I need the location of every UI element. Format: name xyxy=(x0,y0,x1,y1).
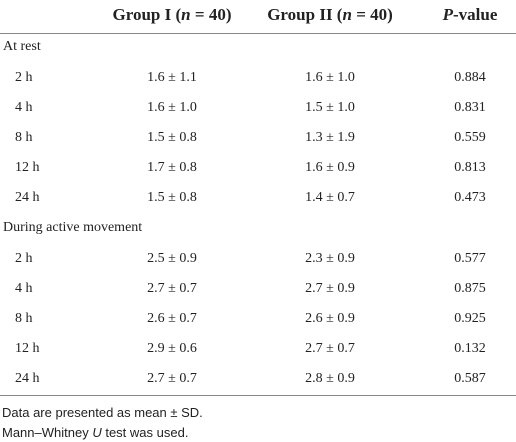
table-cell: 1.6 ± 1.0 xyxy=(147,100,197,115)
table-cell: 2.5 ± 0.9 xyxy=(147,251,197,266)
section-title: At rest xyxy=(3,39,41,54)
text-part: -value xyxy=(453,5,498,24)
row-label: 12 h xyxy=(15,160,40,175)
text-part: Mann–Whitney xyxy=(2,425,93,440)
footnote: Mann–Whitney U test was used. xyxy=(2,423,188,442)
table-cell: 1.5 ± 0.8 xyxy=(147,130,197,145)
table-cell: 2.7 ± 0.7 xyxy=(147,281,197,296)
table-cell: 2.3 ± 0.9 xyxy=(305,251,355,266)
column-header: P-value xyxy=(443,5,498,25)
table-cell: 2.7 ± 0.7 xyxy=(305,341,355,356)
text-part: Group II ( xyxy=(267,5,343,24)
table-cell: 0.577 xyxy=(454,251,486,266)
row-label: 2 h xyxy=(15,70,33,85)
table-cell: 0.925 xyxy=(454,311,486,326)
row-label: 12 h xyxy=(15,341,40,356)
row-label: 8 h xyxy=(15,130,33,145)
row-label: 4 h xyxy=(15,281,33,296)
row-label: 24 h xyxy=(15,190,40,205)
text-part: U xyxy=(92,425,102,440)
row-label: 24 h xyxy=(15,371,40,386)
column-header: Group I (n = 40) xyxy=(113,5,232,25)
footnote: Data are presented as mean ± SD. xyxy=(2,403,203,423)
table-cell: 0.559 xyxy=(454,130,486,145)
text-part: Group I ( xyxy=(112,5,182,24)
row-label: 4 h xyxy=(15,100,33,115)
table-cell: 2.7 ± 0.7 xyxy=(147,371,197,386)
text-part: test was used. xyxy=(101,425,189,440)
table-cell: 2.6 ± 0.7 xyxy=(147,311,197,326)
table-cell: 2.9 ± 0.6 xyxy=(147,341,197,356)
table-cell: 1.5 ± 1.0 xyxy=(305,100,355,115)
text-part: P xyxy=(442,5,453,24)
table-cell: 0.813 xyxy=(454,160,486,175)
table-cell: 2.8 ± 0.9 xyxy=(305,371,355,386)
header-rule xyxy=(0,33,516,34)
table-cell: 1.5 ± 0.8 xyxy=(147,190,197,205)
table-cell: 0.884 xyxy=(454,70,486,85)
row-label: 2 h xyxy=(15,251,33,266)
table-cell: 0.132 xyxy=(454,341,486,356)
table-cell: 0.875 xyxy=(454,281,486,296)
table-cell: 1.6 ± 0.9 xyxy=(305,160,355,175)
table-cell: 2.6 ± 0.9 xyxy=(305,311,355,326)
table-cell: 1.6 ± 1.0 xyxy=(305,70,355,85)
row-label: 8 h xyxy=(15,311,33,326)
text-part: = 40) xyxy=(351,5,393,24)
section-title: During active movement xyxy=(3,220,143,235)
table-cell: 1.7 ± 0.8 xyxy=(147,160,197,175)
table-cell: 1.3 ± 1.9 xyxy=(305,130,355,145)
column-header: Group II (n = 40) xyxy=(267,5,393,25)
text-part: n xyxy=(342,5,352,24)
text-part: n xyxy=(181,5,191,24)
table-cell: 0.473 xyxy=(454,190,486,205)
bottom-rule xyxy=(0,395,516,396)
table-cell: 1.6 ± 1.1 xyxy=(147,70,197,85)
text-part: = 40) xyxy=(190,5,232,24)
table-cell: 2.7 ± 0.9 xyxy=(305,281,355,296)
table-cell: 1.4 ± 0.7 xyxy=(305,190,355,205)
text-part: Data are presented as mean ± SD. xyxy=(2,405,203,420)
table-cell: 0.587 xyxy=(454,371,486,386)
table-cell: 0.831 xyxy=(454,100,486,115)
